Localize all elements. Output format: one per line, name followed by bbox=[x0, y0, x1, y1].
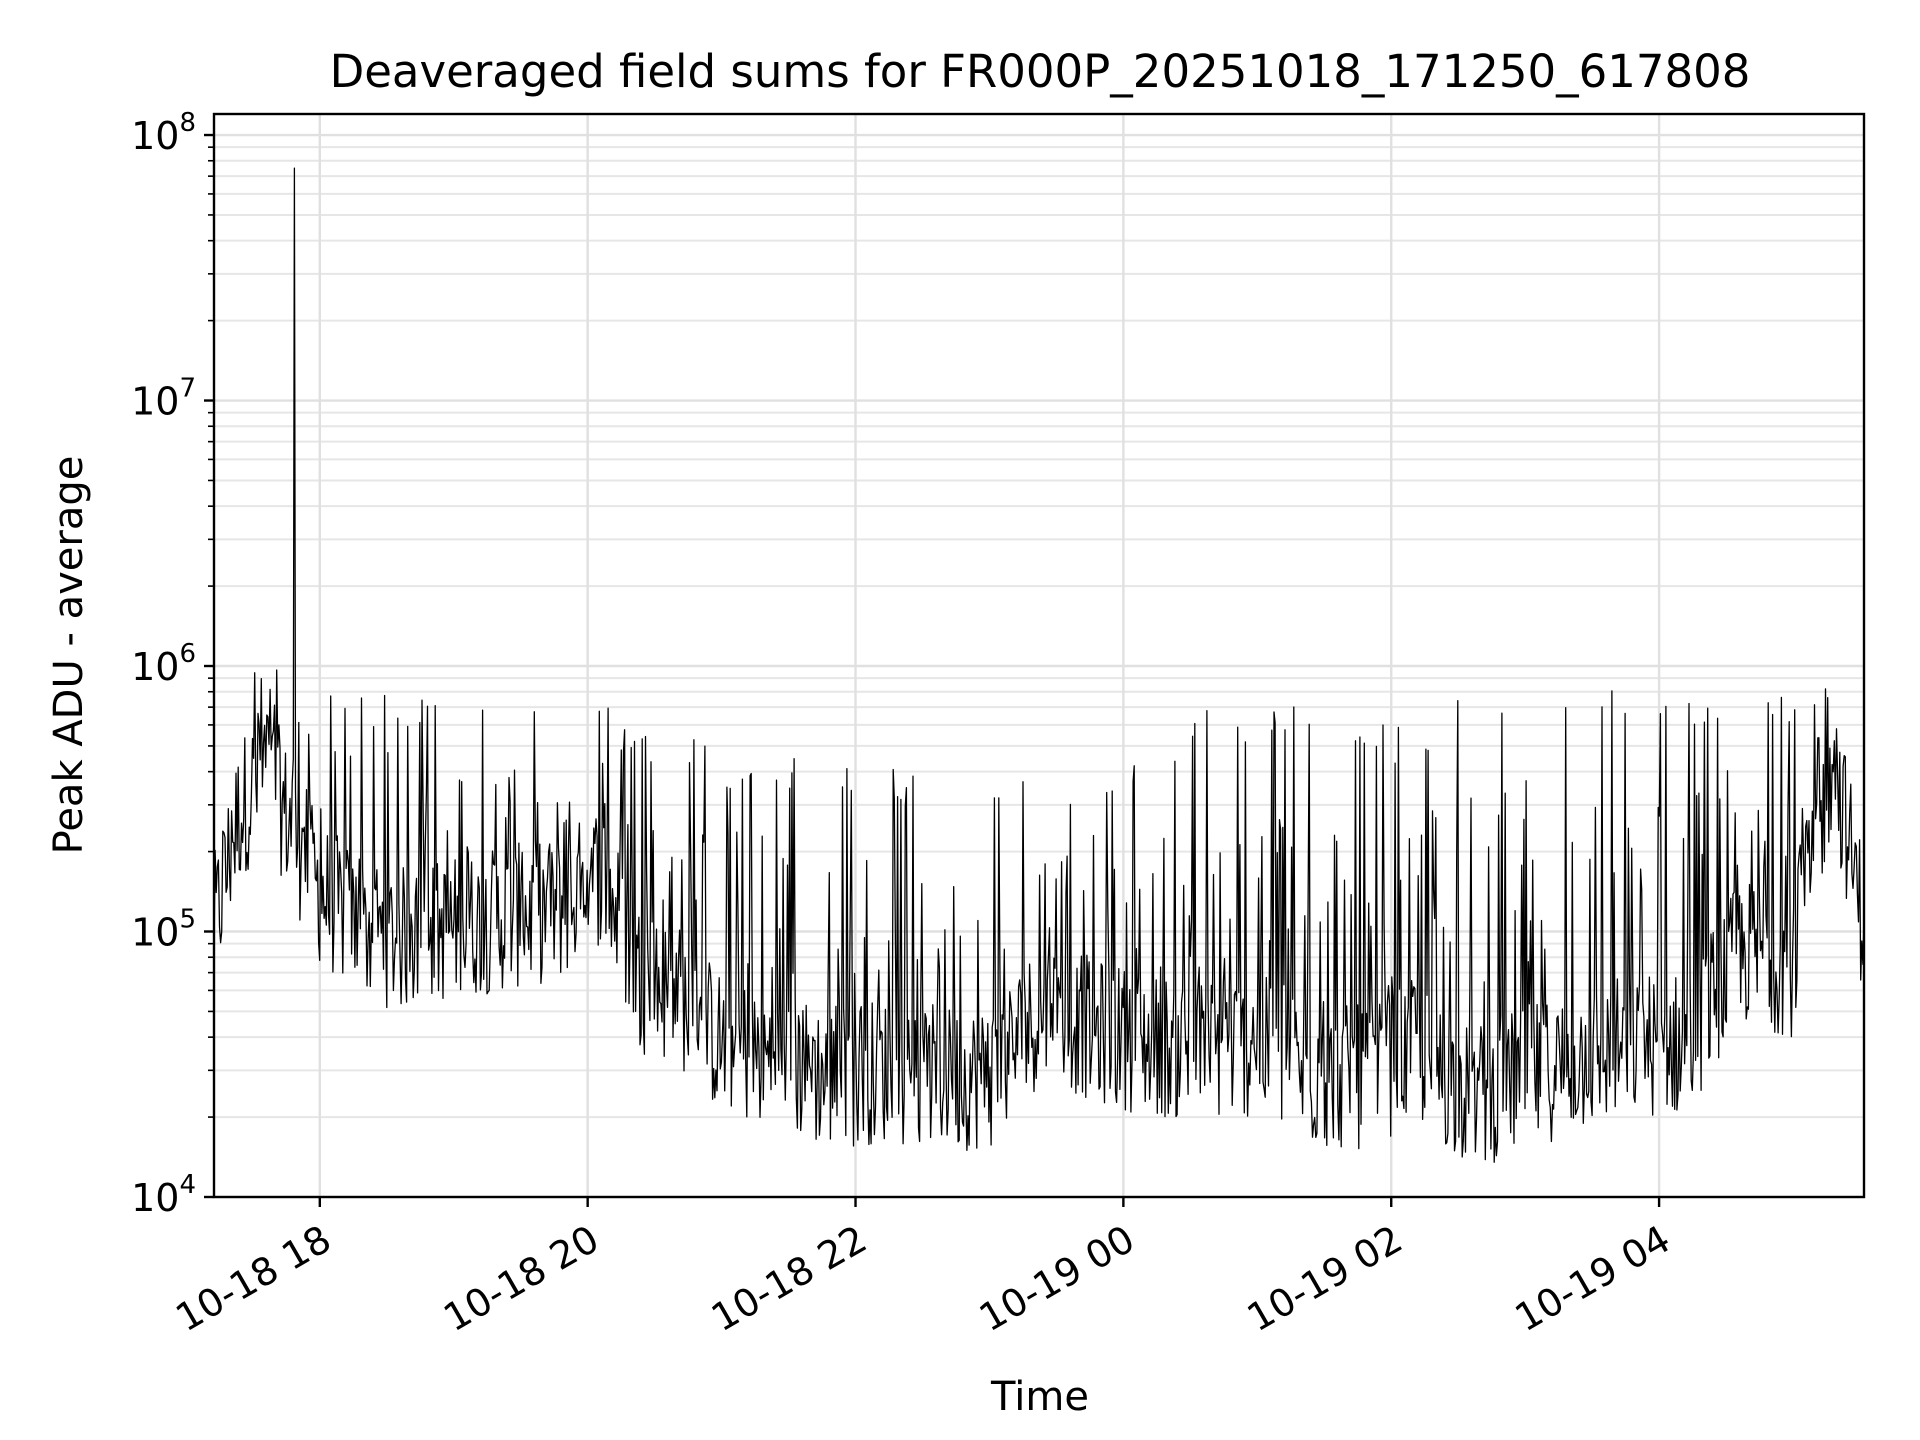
y-tick-label: 105 bbox=[131, 905, 196, 955]
y-tick-label: 107 bbox=[131, 374, 196, 424]
y-tick-exponent: 4 bbox=[179, 1170, 196, 1200]
y-tick-base: 10 bbox=[131, 380, 179, 424]
y-tick-base: 10 bbox=[131, 911, 179, 955]
y-tick-exponent: 7 bbox=[179, 374, 196, 404]
y-tick-base: 10 bbox=[131, 1176, 179, 1220]
x-axis-label: Time bbox=[990, 1374, 1089, 1420]
y-tick-exponent: 8 bbox=[179, 108, 196, 138]
y-tick-base: 10 bbox=[131, 114, 179, 158]
y-axis-label: Peak ADU - average bbox=[46, 456, 92, 855]
chart-title: Deaveraged field sums for FR000P_2025101… bbox=[330, 45, 1751, 98]
plot-area-frame bbox=[212, 112, 1866, 1199]
y-tick-label: 108 bbox=[131, 108, 196, 158]
y-tick-exponent: 6 bbox=[179, 639, 196, 669]
y-tick-label: 106 bbox=[131, 639, 196, 689]
series-line bbox=[213, 167, 1865, 1163]
y-tick-label: 104 bbox=[131, 1170, 196, 1220]
y-tick-base: 10 bbox=[131, 645, 179, 689]
y-tick-exponent: 5 bbox=[179, 905, 196, 935]
data-line bbox=[213, 167, 1865, 1163]
